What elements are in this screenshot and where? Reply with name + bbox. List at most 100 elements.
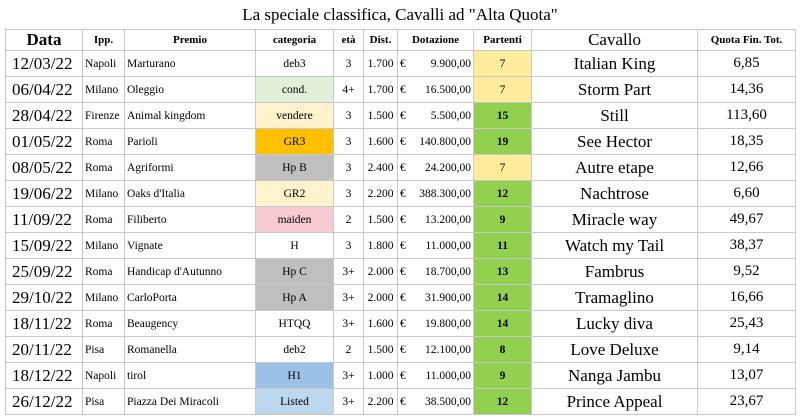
header-cell: Cavallo	[531, 29, 699, 51]
table-cell: Roma	[82, 206, 125, 233]
table-row: 01/05/22 Roma Parioli GR3 3 1.600 €140.800,00 1…	[5, 128, 797, 155]
table-row: 11/09/22 Roma Filiberto maiden 2 1.500 €13.200…	[5, 206, 797, 233]
table-row: 08/05/22 Roma Agriformi Hp B 3 2.400 €24.200,0…	[5, 154, 797, 181]
table-cell: 11.000,00	[412, 232, 475, 259]
table-cell: 19.800,00	[412, 310, 475, 337]
header-cell: Data	[5, 29, 83, 51]
table-cell: 9,52	[697, 258, 797, 285]
table-cell: 3+	[333, 258, 364, 285]
table-cell: 2.200	[363, 180, 398, 207]
table-cell: 15	[473, 102, 533, 129]
table-cell: Storm Part	[531, 76, 699, 103]
table-cell: 11/09/22	[5, 206, 83, 233]
table-cell: 25,43	[697, 310, 797, 337]
table-cell: Napoli	[82, 362, 125, 389]
table-row: 18/11/22 Roma Beaugency HTQQ 3+ 1.600 €19.800,…	[5, 310, 797, 337]
header-row: Data Ipp. Premio categoria età Dist. Dotazione…	[5, 29, 797, 51]
table-cell: 28/04/22	[5, 102, 83, 129]
table-row: 20/11/22 Pisa Romanella deb2 2 1.500 €12.100,0…	[5, 336, 797, 363]
table-cell: Hp C	[255, 258, 334, 285]
table-row: 18/12/22 Napoli tirol H1 3+ 1.000 €11.000,00 9 N…	[5, 362, 797, 389]
table-cell: 1.500	[363, 206, 398, 233]
table-cell: 26/12/22	[5, 388, 83, 415]
table-cell: 18/11/22	[5, 310, 83, 337]
table-cell: 3+	[333, 362, 364, 389]
table-cell: GR3	[255, 128, 334, 155]
table-cell: Parioli	[124, 128, 256, 155]
table-cell: 3+	[333, 284, 364, 311]
table-cell: 7	[473, 76, 533, 103]
table-cell: Nachtrose	[531, 180, 699, 207]
table-cell: 6,85	[697, 50, 797, 77]
table-cell: Lucky diva	[531, 310, 699, 337]
table-cell: Hp A	[255, 284, 334, 311]
table-cell: Watch my Tail	[531, 232, 699, 259]
table-cell: 113,60	[697, 102, 797, 129]
table-cell: 11	[473, 232, 533, 259]
table-cell: 08/05/22	[5, 154, 83, 181]
table-cell: 3	[333, 128, 364, 155]
table-cell: 9	[473, 362, 533, 389]
table-cell: Firenze	[82, 102, 125, 129]
table-cell: Autre etape	[531, 154, 699, 181]
table-cell: €	[397, 336, 413, 363]
table-cell: 1.600	[363, 310, 398, 337]
table-cell: 16,66	[697, 284, 797, 311]
table-cell: Agriformi	[124, 154, 256, 181]
table-cell: 06/04/22	[5, 76, 83, 103]
table-cell: HTQQ	[255, 310, 334, 337]
table-cell: 18,35	[697, 128, 797, 155]
table-cell: Love Deluxe	[531, 336, 699, 363]
table-row: 29/10/22 Milano CarloPorta Hp A 3+ 2.000 €31.9…	[5, 284, 797, 311]
table-cell: Hp B	[255, 154, 334, 181]
table-cell: 6,60	[697, 180, 797, 207]
table-cell: 2	[333, 336, 364, 363]
table-cell: 3	[333, 102, 364, 129]
table-cell: deb2	[255, 336, 334, 363]
table-cell: 140.800,00	[412, 128, 475, 155]
table-cell: Pisa	[82, 336, 125, 363]
header-cell: Dotazione	[396, 29, 475, 51]
table-cell: 24.200,00	[412, 154, 475, 181]
header-cell: età	[333, 29, 364, 51]
table-cell: Listed	[255, 388, 334, 415]
table-cell: €	[397, 102, 413, 129]
table-cell: 01/05/22	[5, 128, 83, 155]
table-cell: 2.000	[363, 258, 398, 285]
table-cell: 3+	[333, 310, 364, 337]
table-cell: CarloPorta	[124, 284, 256, 311]
table-cell: GR2	[255, 180, 334, 207]
table-cell: 29/10/22	[5, 284, 83, 311]
table-cell: Tramaglino	[531, 284, 699, 311]
title: La speciale classifica, Cavalli ad "Alta…	[242, 5, 558, 24]
table-row: 25/09/22 Roma Handicap d'Autunno Hp C 3+ 2.00…	[5, 258, 797, 285]
table-cell: 38,37	[697, 232, 797, 259]
table-cell: 25/09/22	[5, 258, 83, 285]
table-cell: 1.000	[363, 362, 398, 389]
table-cell: 13,07	[697, 362, 797, 389]
header-cell: Quota Fin. Tot.	[697, 29, 797, 51]
table-cell: Piazza Dei Miracoli	[124, 388, 256, 415]
table-cell: 2	[333, 206, 364, 233]
header-cell: Ipp.	[82, 29, 125, 51]
table-cell: 38.500,00	[412, 388, 475, 415]
table-row: 15/09/22 Milano Vignate H 3 1.800 €11.000,00 11…	[5, 232, 797, 259]
table-cell: €	[397, 154, 413, 181]
table-cell: 4+	[333, 76, 364, 103]
table-cell: 19/06/22	[5, 180, 83, 207]
header-cell: categoria	[255, 29, 334, 51]
table-cell: Milano	[82, 180, 125, 207]
table-row: 19/06/22 Milano Oaks d'Italia GR2 3 2.200 €388…	[5, 180, 797, 207]
table-cell: 14	[473, 284, 533, 311]
table-row: 28/04/22 Firenze Animal kingdom vendere 3 1.5…	[5, 102, 797, 129]
ranking-table: Data Ipp. Premio categoria età Dist. Dotazione…	[5, 29, 797, 415]
table-cell: 1.600	[363, 128, 398, 155]
table-cell: €	[397, 232, 413, 259]
table-cell: Nanga Jambu	[531, 362, 699, 389]
table-cell: 3	[333, 180, 364, 207]
table-cell: 12.100,00	[412, 336, 475, 363]
table-cell: Roma	[82, 258, 125, 285]
table-cell: 14,36	[697, 76, 797, 103]
table-cell: 23,67	[697, 388, 797, 415]
table-cell: Oaks d'Italia	[124, 180, 256, 207]
